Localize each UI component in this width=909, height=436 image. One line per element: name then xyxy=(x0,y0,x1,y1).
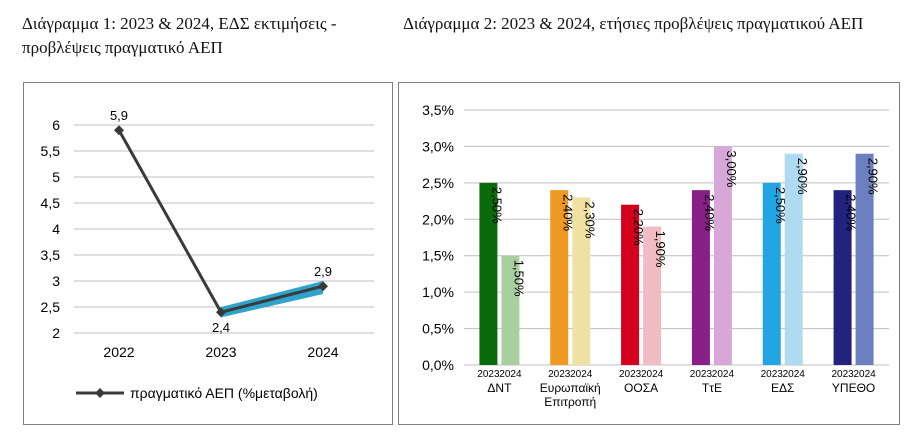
bar-data-label: 2,40% xyxy=(844,194,859,231)
year-sub-label: 2024 xyxy=(853,369,876,380)
bar-data-label: 3,00% xyxy=(724,150,739,187)
y-tick-label: 3,5 xyxy=(41,247,61,263)
year-sub-label: 2024 xyxy=(570,369,593,380)
bar xyxy=(643,226,662,365)
bar-data-label: 1,90% xyxy=(653,231,668,268)
line-chart: 2 2,5 3 3,5 4 4,5 5 5,5 6 2022 2023 2024 5,9 2,4 2,9 πρ… xyxy=(41,108,374,401)
bar-data-label: 2,20% xyxy=(631,209,646,246)
y-tick-label: 6 xyxy=(52,117,60,133)
bar-chart-panel: 0,0% 0,5% 1,0% 1,5% 2,0% 2,5% 3,0% 3,5% 2,50% 202… xyxy=(398,82,900,425)
category-label: ΕΔΣ xyxy=(771,381,794,395)
category-label: ΟΟΣΑ xyxy=(624,381,658,395)
bar-data-label: 2,30% xyxy=(582,201,597,238)
series-line xyxy=(117,129,324,314)
bar xyxy=(691,190,710,365)
y-tick-label: 2,0% xyxy=(422,211,454,227)
y-tick-label: 5 xyxy=(52,169,60,185)
x-tick-label: 2024 xyxy=(307,344,338,360)
y-tick-label: 1,0% xyxy=(422,284,454,300)
bar-chart: 0,0% 0,5% 1,0% 1,5% 2,0% 2,5% 3,0% 3,5% 2,50% 202… xyxy=(422,102,889,409)
y-tick-label: 2 xyxy=(52,325,60,341)
chart2-caption: Διάγραμμα 2: 2023 & 2024, ετήσιες προβλέ… xyxy=(403,14,864,33)
data-label: 2,4 xyxy=(212,320,230,335)
bar-data-label: 2,90% xyxy=(866,158,881,195)
data-label: 5,9 xyxy=(110,108,128,123)
data-point-marker xyxy=(216,307,226,318)
bar xyxy=(784,153,803,365)
y-tick-label: 1,5% xyxy=(422,248,454,264)
year-sub-label: 2023 xyxy=(548,369,571,380)
bar xyxy=(572,197,591,365)
bar xyxy=(762,182,781,365)
year-sub-label: 2023 xyxy=(690,369,713,380)
bar-data-label: 2,40% xyxy=(702,194,717,231)
line-chart-panel: 2 2,5 3 3,5 4 4,5 5 5,5 6 2022 2023 2024 5,9 2,4 2,9 πρ… xyxy=(23,82,393,425)
bar xyxy=(855,153,874,365)
y-tick-label: 3,5% xyxy=(422,102,454,118)
category-label: ΤτΕ xyxy=(702,381,722,395)
y-tick-label: 0,5% xyxy=(422,321,454,337)
year-sub-label: 2024 xyxy=(499,369,522,380)
y-tick-label: 3 xyxy=(52,273,60,289)
data-point-marker xyxy=(318,281,328,292)
data-point-marker xyxy=(114,125,124,136)
bar xyxy=(621,204,640,365)
legend-label: πραγματικό ΑΕΠ (%μεταβολή) xyxy=(130,385,318,401)
y-tick-label: 2,5 xyxy=(41,299,61,315)
year-sub-label: 2024 xyxy=(712,369,735,380)
year-sub-label: 2023 xyxy=(761,369,784,380)
data-label: 2,9 xyxy=(314,264,332,279)
year-sub-label: 2023 xyxy=(831,369,854,380)
y-tick-label: 2,5% xyxy=(422,175,454,191)
bar-data-label: 2,50% xyxy=(773,187,788,224)
y-tick-label: 4 xyxy=(52,221,60,237)
y-tick-label: 5,5 xyxy=(41,143,61,159)
legend-marker xyxy=(95,388,105,398)
bar xyxy=(479,182,498,365)
category-label: ΥΠΕΘΟ xyxy=(832,381,875,395)
bar-data-label: 1,50% xyxy=(511,260,526,297)
bar xyxy=(501,255,520,365)
year-sub-label: 2023 xyxy=(619,369,642,380)
year-sub-label: 2024 xyxy=(641,369,664,380)
y-tick-label: 3,0% xyxy=(422,138,454,154)
bar xyxy=(833,190,852,365)
category-label: ΔΝΤ xyxy=(487,381,512,395)
x-tick-label: 2022 xyxy=(103,344,134,360)
year-sub-label: 2024 xyxy=(783,369,806,380)
chart1-caption: Διάγραμμα 1: 2023 & 2024, ΕΔΣ εκτιμήσεις… xyxy=(22,14,337,57)
bar xyxy=(713,146,732,365)
y-tick-label: 4,5 xyxy=(41,195,61,211)
bar xyxy=(550,190,569,365)
bar-data-label: 2,50% xyxy=(489,187,504,224)
bar-data-label: 2,90% xyxy=(795,158,810,195)
y-tick-label: 0,0% xyxy=(422,357,454,373)
x-tick-label: 2023 xyxy=(205,344,236,360)
year-sub-label: 2023 xyxy=(477,369,500,380)
bar-data-label: 2,40% xyxy=(560,194,575,231)
category-label: Επιτροπή xyxy=(544,395,596,409)
category-label: Ευρωπαϊκή xyxy=(540,381,601,395)
